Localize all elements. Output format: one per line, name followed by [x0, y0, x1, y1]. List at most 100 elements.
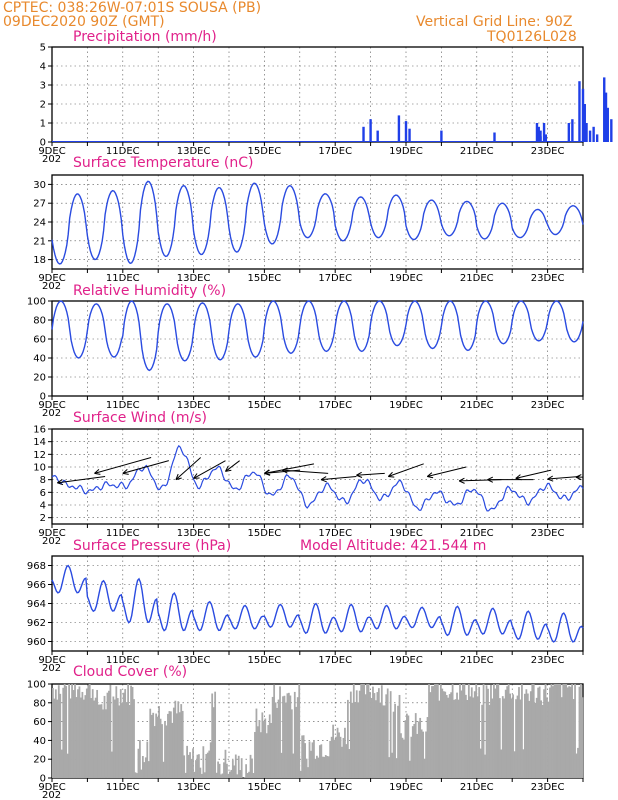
cloud-bar: [543, 689, 545, 778]
cloud-bar: [280, 752, 283, 778]
cloud-bar: [245, 764, 247, 778]
cloud-bar: [481, 704, 483, 778]
precip-bar: [581, 88, 585, 142]
cloud-bar: [168, 711, 171, 778]
cloud-bar: [252, 773, 255, 778]
cloud-bar: [438, 700, 441, 778]
wind-arrowhead: [575, 474, 582, 481]
cloud-bar: [203, 772, 206, 778]
cloud-bar: [290, 709, 293, 778]
cloud-bar: [379, 702, 382, 778]
x-tick-label: 13DEC: [177, 146, 211, 157]
cloud-bar: [105, 709, 107, 778]
cloud-bar: [289, 695, 292, 778]
x-tick-label: 23DEC: [531, 146, 565, 157]
cloud-bar: [394, 703, 396, 778]
x-tick-label: 15DEC: [248, 655, 282, 666]
y-tick-label: 12: [33, 450, 46, 461]
y-tick-label: 16: [33, 425, 46, 436]
cloud-bar: [410, 736, 413, 778]
cloud-bar: [478, 687, 481, 778]
cloud-bar: [375, 700, 377, 778]
cloud-bar: [335, 736, 337, 778]
x-tick-label: 17DEC: [318, 528, 352, 539]
cloud-bar: [457, 699, 460, 778]
cloud-bar: [161, 724, 163, 778]
cloud-bar: [118, 705, 121, 778]
plot-frame: [51, 46, 584, 143]
y-tick-label: 18: [33, 255, 46, 266]
cloud-bar: [490, 684, 492, 778]
cloud-bar: [366, 684, 368, 778]
cloud-bar: [156, 716, 159, 778]
y-tick-label: 1: [40, 119, 46, 130]
temp-title: Surface Temperature (nC): [73, 155, 254, 171]
cloud-bar: [538, 686, 541, 778]
cloud-bar: [422, 731, 424, 778]
cloud-bar: [363, 684, 365, 778]
cloud-bar: [234, 754, 237, 778]
wind-arrowhead: [320, 476, 327, 483]
cloud-bar: [395, 758, 398, 778]
cloud-bar: [550, 684, 553, 778]
cloud-bar: [497, 684, 500, 778]
cloud-bar: [447, 697, 450, 778]
precip-bar: [542, 123, 546, 142]
precip-bar: [362, 126, 365, 142]
cloud-bar: [553, 684, 556, 778]
cloud-bar: [419, 717, 422, 778]
cloud-bar: [512, 694, 514, 778]
cloud-bar: [62, 687, 65, 778]
precip-bar: [606, 107, 609, 142]
model-altitude: Model Altitude: 421.544 m: [300, 538, 487, 554]
cloud-bar: [81, 691, 84, 778]
cloud-bar: [565, 684, 568, 778]
precip-bar: [539, 136, 542, 142]
cloud-bar: [277, 699, 280, 778]
wind-arrowhead: [387, 471, 395, 478]
x-tick-label: 19DEC: [389, 655, 423, 666]
cloud-bar: [267, 725, 270, 778]
cloud-bar: [258, 720, 261, 778]
cloud-bar: [113, 699, 116, 778]
cloud-bar: [400, 733, 402, 778]
cloud-bar: [159, 718, 162, 778]
wind-arrowhead: [57, 479, 64, 486]
precip-bar: [493, 132, 496, 142]
cloud-bar: [220, 774, 222, 778]
cloud-bar: [529, 691, 532, 778]
cloud-bar: [531, 684, 534, 778]
cloud-bar: [479, 748, 482, 778]
precip-title: Precipitation (mm/h): [73, 29, 217, 45]
cloud-bar: [506, 686, 509, 778]
cloud-bar: [304, 743, 306, 778]
cloud-bar: [255, 708, 258, 778]
cloud-bar: [487, 688, 489, 778]
cloud-bar: [552, 686, 554, 778]
cloud-bar: [559, 684, 562, 778]
cloud-bar: [448, 694, 451, 778]
x-tick-label: 19DEC: [389, 273, 423, 284]
wind-arrowhead: [225, 465, 232, 472]
cloud-bar: [426, 717, 429, 778]
cloud-bar: [141, 756, 144, 778]
cloud-bar: [66, 753, 69, 778]
cloud-bar: [528, 700, 531, 778]
cloud-bar: [473, 691, 476, 778]
cloud-bar: [434, 684, 436, 778]
y-tick-label: 40: [33, 736, 46, 747]
cloud-bar: [425, 731, 427, 778]
cloud-bar: [470, 687, 473, 778]
cloud-bar: [302, 735, 305, 778]
wind-arrowhead: [356, 471, 363, 478]
cloud-bar: [162, 761, 165, 778]
cloud-bar: [100, 704, 103, 778]
precip-bar: [397, 115, 401, 142]
cloud-bar: [196, 754, 199, 778]
cloud-bar: [441, 688, 444, 778]
cloud-bar: [285, 702, 287, 778]
cloud-bar: [103, 695, 106, 778]
x-tick-label: 17DEC: [318, 655, 352, 666]
cloud-bar: [568, 686, 571, 778]
y-tick-label: 4: [40, 501, 46, 512]
